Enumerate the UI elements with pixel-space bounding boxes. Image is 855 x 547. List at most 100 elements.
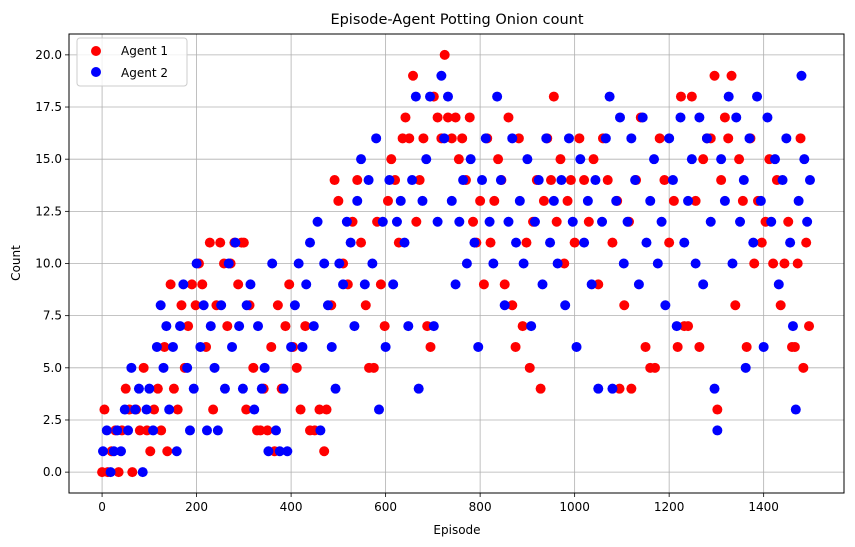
data-point — [801, 237, 812, 248]
data-point — [171, 446, 182, 457]
data-point — [360, 300, 371, 311]
data-point — [779, 258, 790, 269]
data-point — [726, 70, 737, 81]
data-point — [127, 467, 138, 478]
data-point — [315, 425, 326, 436]
data-point — [477, 175, 488, 186]
data-point — [255, 425, 266, 436]
data-point — [752, 91, 763, 102]
y-tick-label: 10.0 — [35, 257, 62, 271]
data-point — [493, 154, 504, 165]
data-point — [334, 258, 345, 269]
data-point — [209, 362, 220, 373]
data-point — [457, 133, 468, 144]
data-point — [748, 237, 759, 248]
data-point — [410, 91, 421, 102]
y-tick-label: 12.5 — [35, 204, 62, 218]
data-point — [198, 300, 209, 311]
data-point — [274, 446, 285, 457]
data-point — [694, 341, 705, 352]
data-point — [367, 258, 378, 269]
data-point — [555, 154, 566, 165]
x-tick-label: 400 — [280, 500, 303, 514]
data-point — [262, 425, 273, 436]
y-tick-label: 20.0 — [35, 48, 62, 62]
data-point — [152, 383, 163, 394]
data-point — [259, 362, 270, 373]
data-point — [238, 237, 249, 248]
data-point — [499, 300, 510, 311]
data-point — [280, 321, 291, 332]
data-point — [123, 425, 134, 436]
data-point — [120, 383, 131, 394]
data-point — [399, 237, 410, 248]
data-point — [442, 112, 453, 123]
data-point — [151, 341, 162, 352]
data-point — [795, 133, 806, 144]
data-point — [675, 91, 686, 102]
y-tick-label: 5.0 — [43, 361, 62, 375]
data-point — [404, 133, 415, 144]
data-point — [233, 279, 244, 290]
data-point — [734, 154, 745, 165]
data-point — [248, 362, 259, 373]
data-point — [219, 383, 230, 394]
data-point — [190, 300, 201, 311]
data-point — [719, 195, 730, 206]
y-tick-label: 2.5 — [43, 413, 62, 427]
data-point — [475, 195, 486, 206]
data-point — [488, 258, 499, 269]
data-point — [709, 383, 720, 394]
x-tick-label: 1200 — [654, 500, 685, 514]
data-point — [604, 91, 615, 102]
data-point — [161, 321, 172, 332]
data-point — [503, 112, 514, 123]
data-point — [785, 237, 796, 248]
data-point — [182, 362, 193, 373]
data-point — [461, 258, 472, 269]
data-point — [425, 341, 436, 352]
data-point — [799, 154, 810, 165]
data-point — [374, 404, 384, 415]
data-point — [363, 175, 374, 186]
data-point — [352, 175, 363, 186]
data-point — [723, 133, 734, 144]
data-point — [798, 362, 809, 373]
series-agent-2 — [98, 70, 815, 478]
data-point — [514, 195, 525, 206]
data-point — [775, 300, 786, 311]
data-point — [690, 195, 701, 206]
data-point — [113, 467, 124, 478]
data-point — [458, 175, 469, 186]
data-point — [126, 362, 137, 373]
data-point — [546, 175, 557, 186]
y-axis-label: Count — [9, 245, 23, 281]
data-point — [414, 175, 425, 186]
data-point — [386, 154, 397, 165]
data-point — [473, 341, 484, 352]
data-point — [588, 154, 599, 165]
x-tick-label: 800 — [469, 500, 492, 514]
data-point — [652, 258, 663, 269]
data-point — [524, 362, 535, 373]
data-point — [356, 237, 367, 248]
data-point — [159, 341, 170, 352]
data-point — [793, 195, 804, 206]
legend-box — [76, 37, 188, 87]
data-point — [804, 321, 815, 332]
data-point — [341, 216, 352, 227]
data-point — [766, 216, 777, 227]
data-point — [286, 341, 297, 352]
data-point — [664, 133, 675, 144]
data-point — [256, 383, 267, 394]
data-point — [155, 300, 166, 311]
data-point — [400, 112, 411, 123]
data-point — [450, 279, 461, 290]
data-point — [583, 216, 594, 227]
data-point — [175, 321, 186, 332]
data-point — [253, 321, 264, 332]
data-point — [149, 404, 160, 415]
data-point — [804, 175, 815, 186]
data-point — [740, 362, 751, 373]
data-point — [626, 383, 637, 394]
